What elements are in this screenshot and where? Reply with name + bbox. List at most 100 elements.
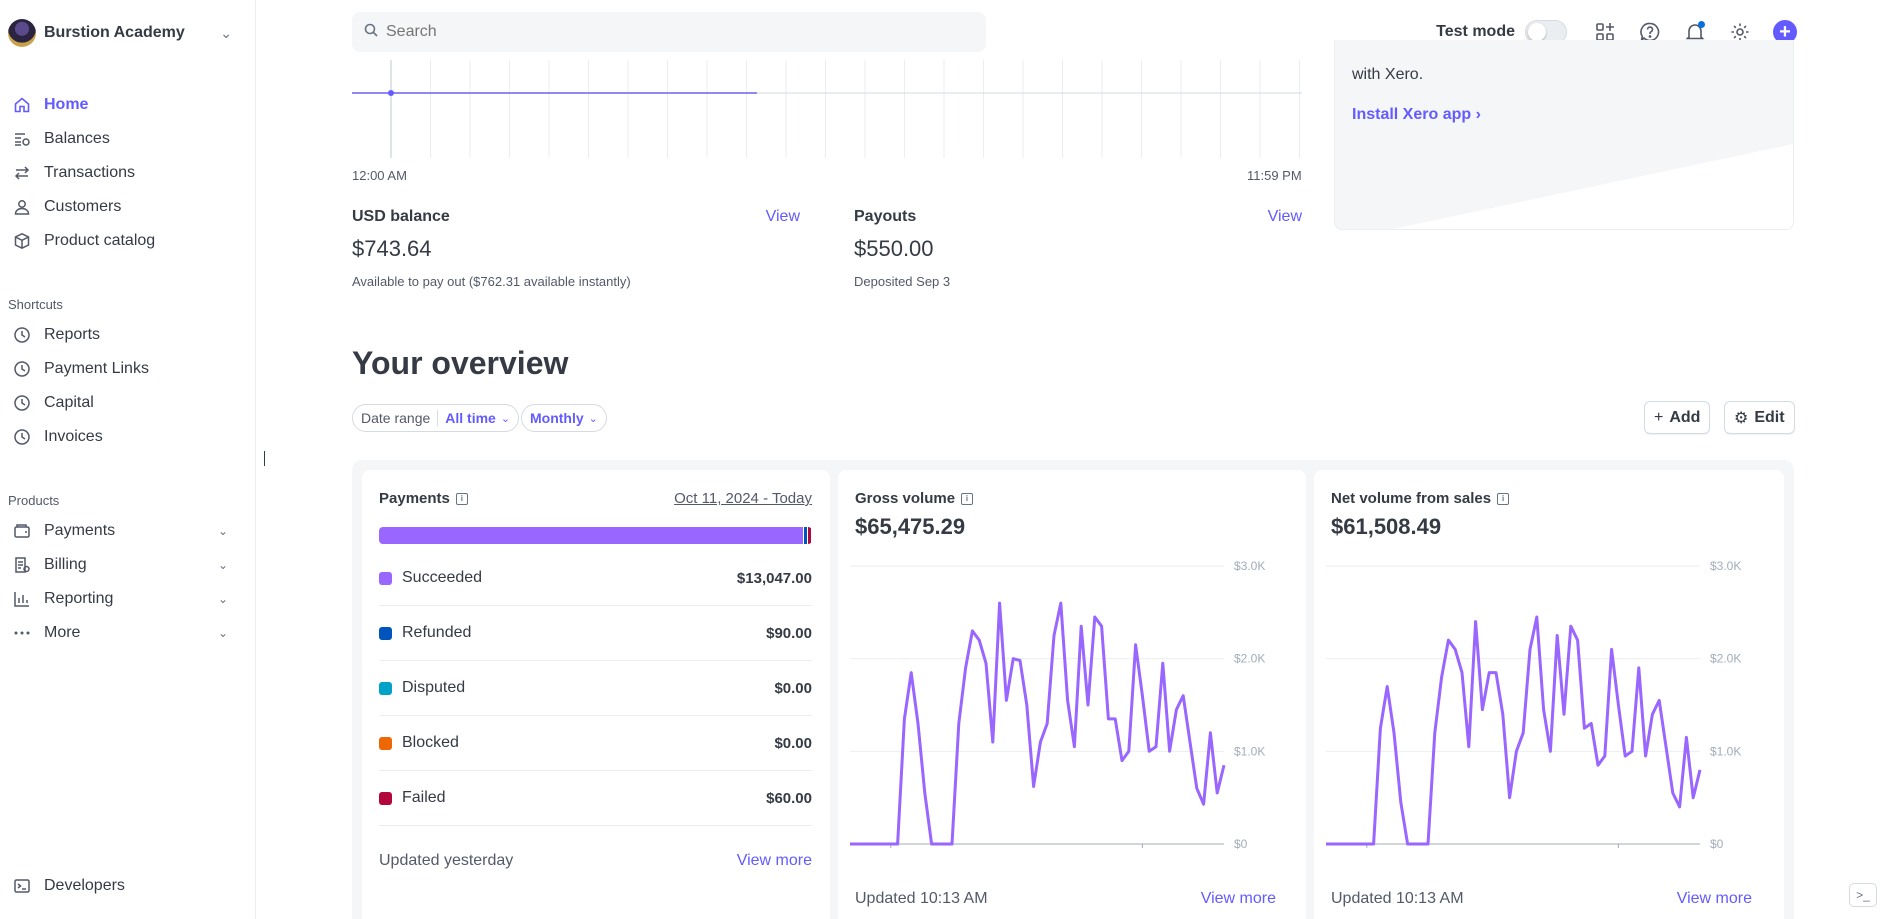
net-volume-view-more-link[interactable]: View more <box>1676 890 1752 907</box>
sidebar-item-invoices[interactable]: Invoices <box>0 420 256 454</box>
gross-volume-amount: $65,475.29 <box>855 514 966 539</box>
sidebar: Burstion Academy ⌄ Home Balances Transac… <box>0 0 256 919</box>
legend-row-disputed[interactable]: Disputed $0.00 <box>379 661 812 716</box>
sidebar-item-label: More <box>44 624 81 641</box>
sidebar-item-label: Invoices <box>44 428 103 445</box>
info-icon[interactable]: i <box>961 492 974 505</box>
developers-nav: Developers <box>0 869 256 903</box>
overview-title: Your overview <box>352 345 569 381</box>
install-xero-link[interactable]: Install Xero app › <box>1352 106 1481 124</box>
wallet-icon <box>12 521 32 541</box>
more-dots-icon <box>12 623 32 643</box>
y-tick-label: $0 <box>1710 837 1724 850</box>
billing-icon <box>12 555 32 575</box>
y-tick-label: $3.0K <box>1234 559 1265 573</box>
account-name: Burstion Academy <box>44 24 185 41</box>
sidebar-item-label: Product catalog <box>44 232 156 249</box>
sidebar-item-label: Reports <box>44 326 101 343</box>
sidebar-item-home[interactable]: Home <box>0 88 256 122</box>
sidebar-item-balances[interactable]: Balances <box>0 122 256 156</box>
sidebar-item-label: Reporting <box>44 590 114 607</box>
info-icon[interactable]: i <box>455 492 468 505</box>
net-volume-title-text: Net volume from sales <box>1331 490 1492 507</box>
legend-swatch <box>379 626 392 640</box>
usd-balance-subtitle: Available to pay out ($762.31 available … <box>352 274 631 289</box>
payouts-subtitle: Deposited Sep 3 <box>854 274 951 289</box>
account-switcher[interactable]: Burstion Academy ⌄ <box>8 18 232 48</box>
transactions-icon <box>12 163 32 183</box>
sidebar-item-payment-links[interactable]: Payment Links <box>0 352 256 386</box>
payments-updated: Updated yesterday <box>379 852 514 869</box>
balances-icon <box>12 129 32 149</box>
chevron-down-icon: ⌄ <box>220 24 232 41</box>
payments-view-more-link[interactable]: View more <box>736 852 812 869</box>
date-range-filter[interactable]: Date range All time ⌄ <box>352 404 520 432</box>
sidebar-item-payments[interactable]: Payments ⌄ <box>0 514 256 548</box>
sidebar-item-label: Payment Links <box>44 360 149 377</box>
products-nav: Payments ⌄ Billing ⌄ Reporting ⌄ More ⌄ <box>0 514 256 650</box>
sidebar-item-more[interactable]: More ⌄ <box>0 616 256 650</box>
payments-stacked-bar <box>379 527 812 544</box>
legend-row-succeeded[interactable]: Succeeded $13,047.00 <box>379 551 812 606</box>
customers-icon <box>12 197 32 217</box>
legend-row-blocked[interactable]: Blocked $0.00 <box>379 716 812 771</box>
edit-overview-button[interactable]: ⚙ Edit <box>1724 401 1795 434</box>
payouts-amount: $550.00 <box>854 236 934 261</box>
search-icon <box>364 23 378 42</box>
y-tick-label: $2.0K <box>1710 652 1741 666</box>
chevron-down-icon: ⌄ <box>217 592 228 606</box>
chevron-down-icon: ⌄ <box>217 626 228 640</box>
settings-gear-icon[interactable] <box>1728 20 1752 44</box>
interval-value: Monthly <box>530 410 584 426</box>
clock-icon <box>12 427 32 447</box>
sidebar-item-capital[interactable]: Capital <box>0 386 256 420</box>
sidebar-item-billing[interactable]: Billing ⌄ <box>0 548 256 582</box>
net-volume-amount: $61,508.49 <box>1331 514 1442 539</box>
decorative-wedge <box>1393 144 1793 229</box>
info-icon[interactable]: i <box>1497 492 1510 505</box>
products-heading: Products <box>8 493 60 508</box>
sidebar-item-customers[interactable]: Customers <box>0 190 256 224</box>
legend-row-failed[interactable]: Failed $60.00 <box>379 771 812 826</box>
search-input[interactable] <box>386 23 946 41</box>
sidebar-item-reporting[interactable]: Reporting ⌄ <box>0 582 256 616</box>
shortcuts-nav: Reports Payment Links Capital Invoices <box>0 318 256 454</box>
terminal-shortcut-icon[interactable]: >_ <box>1849 883 1877 907</box>
legend-row-refunded[interactable]: Refunded $90.00 <box>379 606 812 661</box>
legend-swatch <box>379 791 392 805</box>
gross-volume-view-more-link[interactable]: View more <box>1200 890 1276 907</box>
today-current-point <box>388 90 394 96</box>
add-widget-button[interactable]: + Add <box>1644 401 1711 434</box>
sidebar-item-product-catalog[interactable]: Product catalog <box>0 224 256 258</box>
add-label: Add <box>1669 408 1701 426</box>
payouts-view-link[interactable]: View <box>1267 208 1302 225</box>
net-volume-chart: $0$1.0K$2.0K$3.0KJan 2022Jan 2025 <box>1326 559 1741 850</box>
usd-balance-panel: USD balance View $743.64 Available to pa… <box>352 208 800 289</box>
payouts-panel: Payouts View $550.00 Deposited Sep 3 <box>854 208 1302 289</box>
chevron-down-icon: ⌄ <box>217 524 228 538</box>
legend-swatch <box>379 736 392 750</box>
payments-card-title: Payments i <box>379 490 468 507</box>
sidebar-item-label: Payments <box>44 522 116 539</box>
y-tick-label: $3.0K <box>1710 559 1741 573</box>
sidebar-item-developers[interactable]: Developers <box>0 869 256 903</box>
gross-volume-title-text: Gross volume <box>855 490 956 507</box>
date-range-label: Date range <box>361 410 431 426</box>
stacked-bar-segment-refunded <box>804 527 807 544</box>
sidebar-item-reports[interactable]: Reports <box>0 318 256 352</box>
sidebar-item-label: Billing <box>44 556 87 573</box>
series-line <box>1326 615 1702 846</box>
sidebar-item-label: Customers <box>44 198 122 215</box>
search-bar[interactable] <box>352 12 986 52</box>
payments-date-range-link[interactable]: Oct 11, 2024 - Today <box>674 490 812 507</box>
usd-balance-view-link[interactable]: View <box>765 208 800 225</box>
interval-filter[interactable]: Monthly ⌄ <box>521 404 607 432</box>
today-chart <box>352 60 1302 158</box>
xero-text: with Xero. <box>1352 66 1424 83</box>
help-icon[interactable] <box>1638 20 1662 44</box>
plus-icon: + <box>1654 408 1664 426</box>
sidebar-item-transactions[interactable]: Transactions <box>0 156 256 190</box>
today-end-label: 11:59 PM <box>1247 168 1302 183</box>
usd-balance-amount: $743.64 <box>352 236 432 261</box>
clock-icon <box>12 393 32 413</box>
